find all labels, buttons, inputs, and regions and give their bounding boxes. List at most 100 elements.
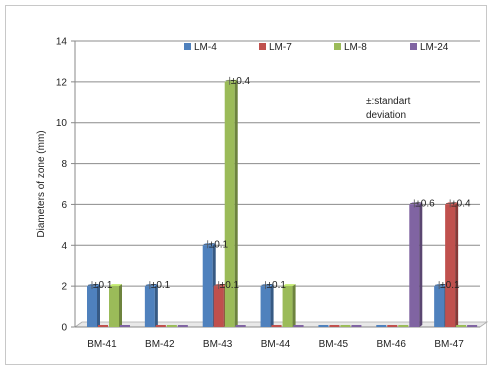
data-label: ±0.1 — [93, 280, 113, 291]
data-label: ±0.1 — [267, 280, 287, 291]
bar — [398, 325, 409, 327]
bar — [155, 325, 166, 327]
bar-front — [155, 325, 166, 327]
legend-label: LM-4 — [194, 42, 217, 53]
data-label: ±0.1 — [209, 239, 229, 250]
bar-front — [318, 325, 329, 327]
annotation-line-1: ±:standart — [366, 96, 411, 107]
bar-front — [87, 286, 97, 327]
bar-front — [376, 325, 387, 327]
bar — [235, 325, 246, 327]
x-tick-label: BM-44 — [261, 339, 291, 350]
bar — [467, 325, 478, 327]
bar-front — [260, 286, 271, 327]
bar-side — [455, 202, 459, 327]
bar-front — [271, 325, 282, 327]
y-tick-label: 2 — [61, 282, 67, 293]
bar-side — [234, 79, 238, 327]
bar — [340, 325, 351, 327]
bar-front — [340, 325, 351, 327]
bar-top — [109, 284, 122, 287]
bar — [166, 325, 177, 327]
y-tick-label: 14 — [56, 37, 68, 48]
bar-front — [144, 286, 155, 327]
bar-side — [292, 284, 296, 327]
bar — [456, 325, 467, 327]
x-tick-label: BM-42 — [145, 339, 175, 350]
bar — [271, 325, 282, 327]
legend-swatch — [184, 43, 191, 50]
bar-front — [445, 204, 456, 327]
x-tick-label: BM-47 — [434, 339, 464, 350]
bar-front — [120, 325, 130, 327]
y-tick-label: 8 — [61, 159, 67, 170]
legend-swatch — [259, 43, 266, 50]
annotation-line-2: deviation — [366, 110, 406, 121]
bar — [293, 325, 304, 327]
bar-side — [270, 284, 274, 327]
bar-front — [293, 325, 304, 327]
bar-front — [409, 204, 420, 327]
bar-front — [202, 245, 213, 327]
data-label: ±0.1 — [151, 280, 171, 291]
bar-top — [282, 284, 296, 287]
legend-swatch — [410, 43, 417, 50]
bar-front — [109, 286, 119, 327]
data-label: ±0.4 — [451, 198, 471, 209]
bar — [109, 284, 122, 327]
legend-swatch — [334, 43, 341, 50]
bar — [282, 284, 296, 327]
bar — [387, 325, 398, 327]
y-axis-title: Diameters of zone (mm) — [36, 130, 47, 237]
bar-front — [213, 286, 224, 327]
bars — [87, 79, 478, 327]
x-tick-label: BM-46 — [376, 339, 406, 350]
legend: LM-4 LM-7 LM-8 LM-24 — [184, 42, 449, 53]
y-tick-label: 0 — [61, 323, 67, 334]
bar — [351, 325, 362, 327]
legend-label: LM-24 — [420, 42, 449, 53]
bar-front — [224, 81, 235, 327]
bar-front — [177, 325, 188, 327]
bar-front — [456, 325, 467, 327]
chart-frame — [5, 5, 487, 365]
bar — [177, 325, 188, 327]
bar-side — [154, 284, 158, 327]
data-labels: ±0.1 ±0.1 ±0.1 ±0.1 ±0.4 ±0.1 ±0.6 ±0.1 ±0.4 — [88, 76, 471, 291]
bar — [376, 325, 387, 327]
y-tick-label: 10 — [56, 118, 68, 129]
x-tick-label: BM-45 — [319, 339, 349, 350]
bar-front — [329, 325, 340, 327]
bar-front — [467, 325, 478, 327]
bar-front — [98, 325, 108, 327]
x-tick-label: BM-41 — [87, 339, 117, 350]
bar-front — [434, 286, 445, 327]
bar — [445, 202, 459, 327]
bar-front — [166, 325, 177, 327]
bar-side — [419, 202, 423, 327]
y-tick-label: 4 — [61, 241, 67, 252]
data-label: ±0.4 — [231, 76, 251, 87]
bar-side — [97, 284, 100, 327]
y-tick-label: 6 — [61, 200, 67, 211]
bar-front — [282, 286, 293, 327]
bar — [260, 284, 274, 327]
legend-label: LM-8 — [344, 42, 367, 53]
bar — [329, 325, 340, 327]
bar-front — [235, 325, 246, 327]
bar-front — [387, 325, 398, 327]
bar — [409, 202, 423, 327]
x-tick-label: BM-43 — [203, 339, 233, 350]
bar — [224, 79, 238, 327]
bar-side — [119, 284, 122, 327]
legend-label: LM-7 — [269, 42, 292, 53]
bar-front — [398, 325, 409, 327]
data-label: ±0.1 — [440, 280, 460, 291]
data-label: ±0.1 — [220, 280, 240, 291]
bar-front — [351, 325, 362, 327]
bar — [318, 325, 329, 327]
data-label: ±0.6 — [415, 198, 435, 209]
y-tick-label: 12 — [56, 77, 68, 88]
bar — [98, 325, 108, 327]
